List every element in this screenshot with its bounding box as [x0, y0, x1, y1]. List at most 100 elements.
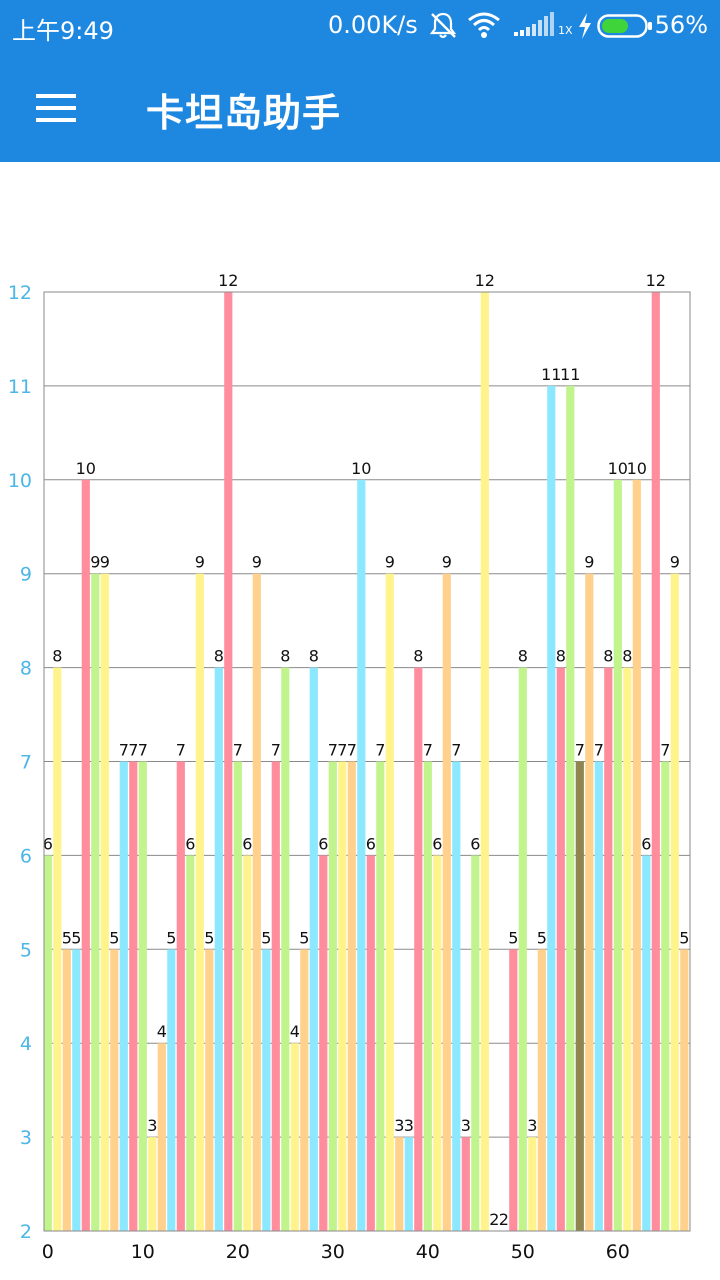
bar — [347, 761, 356, 1231]
bar-value-label: 7 — [176, 741, 186, 760]
bar-value-label: 6 — [242, 834, 252, 853]
bar — [309, 667, 318, 1231]
app-bar: 卡坦岛助手 — [0, 52, 720, 162]
bar-value-label: 8 — [214, 647, 224, 666]
bar-value-label: 7 — [594, 741, 604, 760]
bar-value-label: 12 — [475, 271, 495, 290]
bar — [585, 573, 594, 1231]
bar — [452, 761, 461, 1231]
bar-value-label: 6 — [318, 834, 328, 853]
bar-value-label: 6 — [470, 834, 480, 853]
bar-value-label: 6 — [366, 834, 376, 853]
bar — [442, 573, 451, 1231]
bar — [148, 1137, 157, 1231]
chart-axes: 2 3 4 5 6 7 8 9 10 11 12 0 10 20 30 40 50 60 — [8, 282, 691, 1263]
bar — [670, 573, 679, 1231]
bar-value-label: 5 — [679, 928, 689, 947]
x-tick-label: 50 — [511, 1241, 535, 1263]
bar — [509, 949, 518, 1231]
bar-value-label: 2 — [489, 1210, 499, 1229]
bar — [566, 385, 575, 1231]
bar — [480, 292, 489, 1231]
bar-value-label: 5 — [261, 928, 271, 947]
bar — [604, 667, 613, 1231]
bar — [385, 573, 394, 1231]
bar — [518, 667, 527, 1231]
bar — [138, 761, 147, 1231]
bar — [461, 1137, 470, 1231]
hamburger-menu-icon[interactable] — [34, 92, 78, 124]
bar-value-label: 7 — [128, 741, 138, 760]
bar-value-label: 5 — [204, 928, 214, 947]
bar-value-label: 8 — [603, 647, 613, 666]
y-tick-label: 7 — [20, 752, 32, 774]
bar-value-label: 9 — [584, 553, 594, 572]
battery-icon — [597, 14, 652, 38]
bar-value-label: 3 — [527, 1116, 537, 1135]
bar — [167, 949, 176, 1231]
bar-value-label: 6 — [43, 834, 53, 853]
signal-icon — [514, 12, 554, 36]
bar — [642, 855, 651, 1231]
status-bar: 上午9:49 0.00K/s 1X 56% — [0, 0, 720, 52]
y-tick-label: 5 — [20, 939, 32, 961]
bar — [53, 667, 62, 1231]
bar — [528, 1137, 537, 1231]
bar — [281, 667, 290, 1231]
bar-value-label: 9 — [252, 553, 262, 572]
bar-value-label: 9 — [385, 553, 395, 572]
bar — [651, 292, 660, 1231]
bar — [129, 761, 138, 1231]
bar — [680, 949, 689, 1231]
bar-value-label: 5 — [71, 928, 81, 947]
bar-value-label: 3 — [461, 1116, 471, 1135]
bar-value-label: 9 — [100, 553, 110, 572]
bar — [62, 949, 71, 1231]
bar — [157, 1043, 166, 1231]
bar — [661, 761, 670, 1231]
bar — [214, 667, 223, 1231]
bar — [72, 949, 81, 1231]
bar-value-label: 12 — [218, 271, 238, 290]
bar-value-label: 4 — [157, 1022, 167, 1041]
wifi-icon — [468, 12, 500, 38]
app-title: 卡坦岛助手 — [146, 91, 342, 135]
bar-value-label: 10 — [351, 459, 371, 478]
bar-value-label: 7 — [271, 741, 281, 760]
x-tick-label: 10 — [131, 1241, 155, 1263]
bar — [613, 479, 622, 1231]
bar-value-label: 8 — [622, 647, 632, 666]
plot-frame — [43, 291, 691, 1232]
x-tick-label: 30 — [321, 1241, 345, 1263]
bar — [271, 761, 280, 1231]
bar — [376, 761, 385, 1231]
y-tick-label: 3 — [20, 1127, 32, 1149]
bar — [186, 855, 195, 1231]
bar — [366, 855, 375, 1231]
bar — [537, 949, 546, 1231]
bar-value-label: 2 — [499, 1210, 509, 1229]
bar — [205, 949, 214, 1231]
bar — [395, 1137, 404, 1231]
bar-value-label: 8 — [556, 647, 566, 666]
bar — [623, 667, 632, 1231]
bar — [195, 573, 204, 1231]
bar — [414, 667, 423, 1231]
bar — [423, 761, 432, 1231]
bar-value-label: 7 — [328, 741, 338, 760]
y-tick-label: 6 — [20, 845, 32, 867]
bar-value-label: 7 — [423, 741, 433, 760]
bar — [594, 761, 603, 1231]
bar-value-label: 10 — [608, 459, 628, 478]
bar-value-label: 8 — [280, 647, 290, 666]
status-time: 上午9:49 — [12, 17, 114, 45]
bar — [338, 761, 347, 1231]
bar — [471, 855, 480, 1231]
y-tick-label: 8 — [20, 658, 32, 680]
bar — [110, 949, 119, 1231]
bar-value-label: 9 — [90, 553, 100, 572]
bar-value-label: 10 — [76, 459, 96, 478]
bar-value-label: 6 — [185, 834, 195, 853]
y-tick-label: 9 — [20, 564, 32, 586]
